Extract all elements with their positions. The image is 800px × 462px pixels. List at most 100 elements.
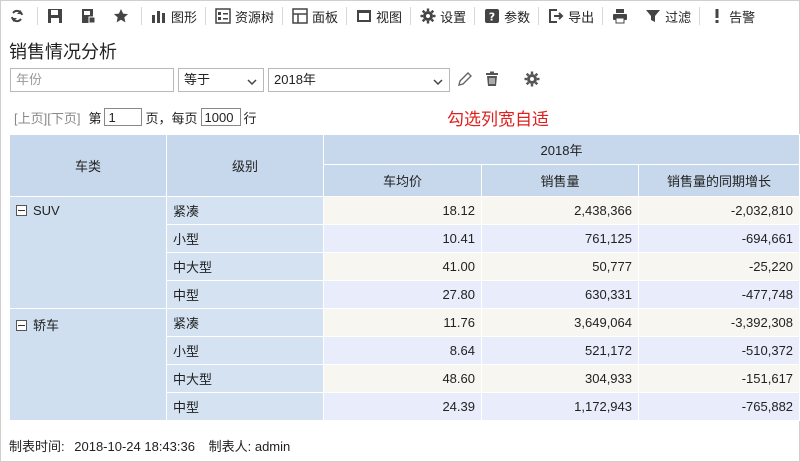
- level-cell: 中大型: [166, 364, 324, 393]
- header-sales: 销售量: [481, 164, 639, 197]
- sales-cell: 1,172,943: [481, 392, 639, 421]
- filter-field-input[interactable]: 年份: [10, 68, 174, 92]
- header-avg-price: 车均价: [323, 164, 482, 197]
- category-cell-suv: SUV: [9, 196, 167, 309]
- export-button[interactable]: 导出: [541, 0, 600, 32]
- alert-icon: [708, 7, 726, 25]
- resource-tree-button[interactable]: 资源树: [208, 0, 280, 32]
- sales-table: 车类 级别 2018年 车均价 销售量 销售量的同期增长 SUV 紧凑 18.1…: [9, 134, 800, 421]
- toolbar-divider: [37, 7, 38, 25]
- save-button[interactable]: [40, 0, 73, 32]
- trash-icon: [484, 71, 500, 90]
- star-icon: [112, 7, 130, 25]
- filter-value-text: 2018年: [274, 72, 316, 87]
- avg-price-cell: 27.80: [323, 280, 482, 309]
- report-footer: 制表时间: 2018-10-24 18:43:36 制表人: admin: [9, 436, 290, 455]
- collapse-icon[interactable]: [16, 320, 27, 331]
- print-icon: [611, 7, 629, 25]
- export-icon: [547, 7, 565, 25]
- footer-time-value: 2018-10-24 18:43:36: [74, 439, 195, 454]
- avg-price-cell: 48.60: [323, 364, 482, 393]
- refresh-button[interactable]: [0, 0, 35, 32]
- chevron-down-icon: [432, 73, 444, 95]
- table-row: 中大型 41.00 50,777 -25,220: [10, 252, 800, 281]
- toolbar-divider: [141, 7, 142, 25]
- avg-price-cell: 24.39: [323, 392, 482, 421]
- export-label: 导出: [568, 9, 595, 25]
- collapse-icon[interactable]: [16, 205, 27, 216]
- delete-filter-button[interactable]: [482, 70, 502, 90]
- column-autofit-notice: 勾选列宽自适: [447, 110, 549, 129]
- avg-price-cell: 41.00: [323, 252, 482, 281]
- toolbar-divider: [474, 7, 476, 25]
- params-button[interactable]: ? 参数: [477, 0, 536, 32]
- toolbar-divider: [699, 7, 701, 25]
- resource-tree-label: 资源树: [235, 9, 275, 25]
- growth-cell: -694,661: [637, 224, 800, 253]
- next-page-link[interactable]: [下页]: [47, 110, 81, 126]
- help-icon: ?: [483, 7, 501, 25]
- growth-cell: -2,032,810: [637, 196, 800, 225]
- filter-operator-select[interactable]: 等于: [178, 68, 264, 92]
- save-as-icon: [79, 7, 97, 25]
- alert-button[interactable]: 告警: [702, 0, 761, 32]
- level-cell: 中型: [166, 280, 324, 309]
- panel-icon: [291, 7, 309, 25]
- prev-page-link[interactable]: [上页]: [14, 110, 48, 126]
- sales-cell: 761,125: [481, 224, 639, 253]
- panel-button[interactable]: 面板: [285, 0, 344, 32]
- view-label: 视图: [376, 9, 403, 25]
- sales-cell: 630,331: [481, 280, 639, 309]
- filter-button[interactable]: 过滤: [638, 0, 697, 32]
- filter-settings-button[interactable]: [522, 70, 542, 90]
- rows-per-page-input[interactable]: 1000: [200, 108, 241, 126]
- header-category: 车类: [9, 134, 167, 197]
- settings-button[interactable]: 设置: [413, 0, 472, 32]
- page-prefix: 第: [88, 110, 102, 126]
- growth-cell: -3,392,308: [637, 308, 800, 337]
- refresh-icon: [8, 7, 26, 25]
- chart-button[interactable]: 图形: [144, 0, 203, 32]
- toolbar-divider: [346, 7, 348, 25]
- sales-cell: 2,438,366: [481, 196, 639, 225]
- save-as-button[interactable]: [73, 0, 106, 32]
- rows-suffix: 行: [243, 110, 257, 126]
- table-row: 小型 8.64 521,172 -510,372: [10, 336, 800, 365]
- header-year: 2018年: [322, 134, 800, 165]
- sales-cell: 304,933: [481, 364, 639, 393]
- chevron-down-icon: [246, 73, 258, 95]
- gear-icon: [524, 71, 540, 90]
- toolbar-divider: [205, 7, 207, 25]
- level-cell: 中大型: [166, 252, 324, 281]
- page-number-input[interactable]: 1: [104, 108, 143, 126]
- level-cell: 中型: [166, 392, 324, 421]
- toolbar: 图形 资源树 面板 视图 设置 ? 参数 导出 过滤 告警: [0, 0, 800, 32]
- favorite-button[interactable]: [106, 0, 139, 32]
- filter-operator-value: 等于: [184, 72, 211, 87]
- gear-icon: [419, 7, 437, 25]
- settings-label: 设置: [440, 9, 467, 25]
- footer-time-label: 制表时间:: [9, 439, 65, 454]
- category-label: 轿车: [33, 318, 60, 333]
- level-cell: 紧凑: [166, 196, 324, 225]
- table-row: SUV 紧凑 18.12 2,438,366 -2,032,810: [9, 196, 800, 309]
- view-button[interactable]: 视图: [349, 0, 408, 32]
- svg-text:?: ?: [489, 11, 495, 24]
- growth-cell: -477,748: [637, 280, 800, 309]
- filter-value-select[interactable]: 2018年: [268, 68, 450, 92]
- level-cell: 紧凑: [166, 308, 324, 337]
- filter-label: 过滤: [665, 9, 692, 25]
- footer-author-label: 制表人:: [208, 439, 252, 454]
- level-cell: 小型: [166, 224, 324, 253]
- edit-filter-button[interactable]: [455, 70, 475, 90]
- growth-cell: -765,882: [637, 392, 800, 421]
- avg-price-cell: 8.64: [323, 336, 482, 365]
- pagination: [上页] [下页] 第 1 页，每页 1000 行: [14, 107, 257, 127]
- table-row: 中大型 48.60 304,933 -151,617: [10, 364, 800, 393]
- print-button[interactable]: [605, 0, 638, 32]
- header-level: 级别: [166, 134, 324, 197]
- chart-icon: [150, 7, 168, 25]
- footer-author-value: admin: [254, 439, 291, 454]
- page-title: 销售情况分析: [9, 42, 117, 62]
- chart-button-label: 图形: [171, 9, 198, 25]
